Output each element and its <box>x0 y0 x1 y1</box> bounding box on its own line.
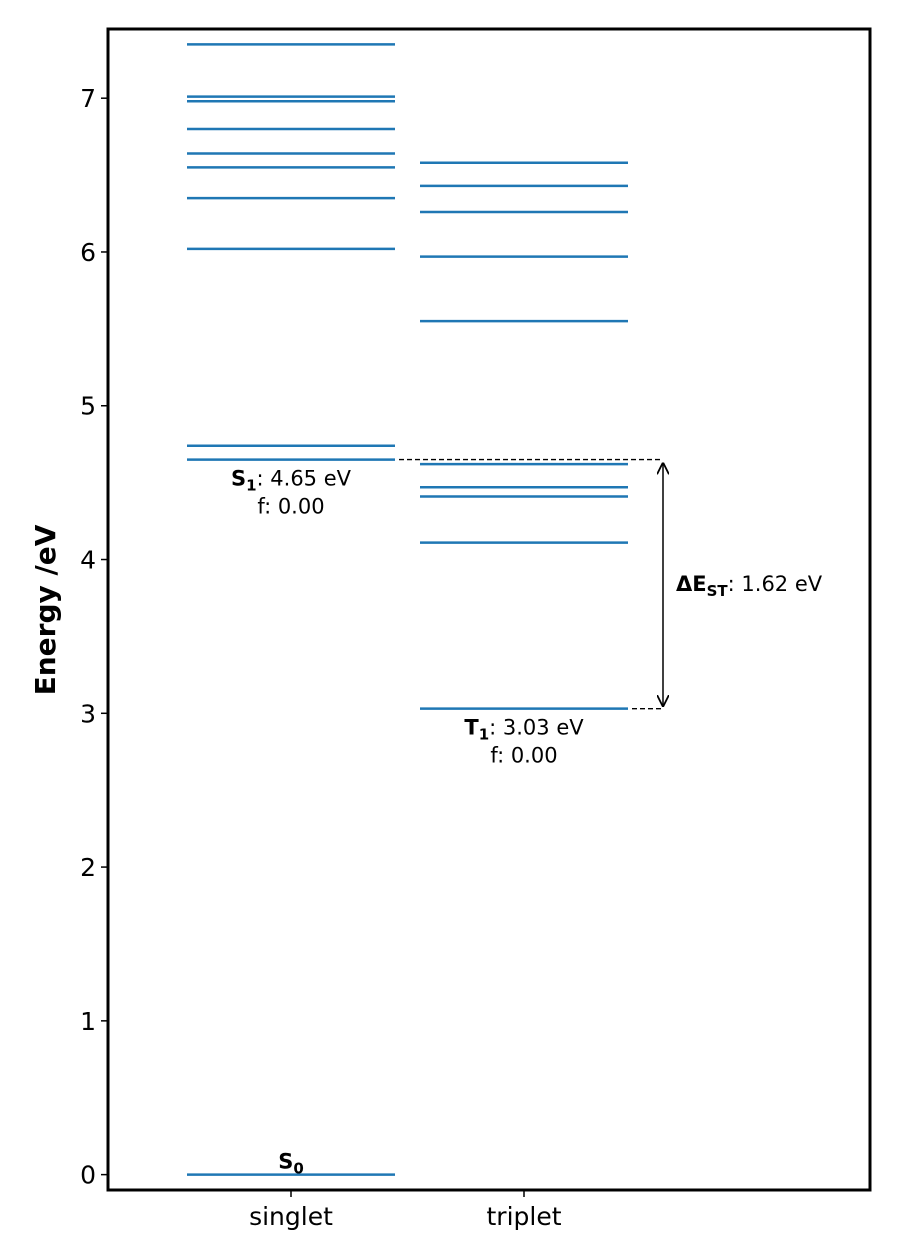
annotation-label: ΔE <box>676 572 707 596</box>
annotation-sub: ST <box>707 582 729 600</box>
y-tick-label: 1 <box>80 1007 96 1036</box>
annotation-note: f: 0.00 <box>257 495 324 519</box>
y-axis-label: Energy /eV <box>29 524 62 695</box>
y-tick-label: 6 <box>80 238 96 267</box>
annotation-sub: 1 <box>246 477 256 495</box>
x-tick-label: triplet <box>486 1202 561 1231</box>
annotation-text: : 1.62 eV <box>728 572 823 596</box>
y-tick-label: 0 <box>80 1161 96 1190</box>
y-tick-label: 4 <box>80 546 96 575</box>
annotation-label: S <box>278 1150 293 1174</box>
annotation: T1: 3.03 eV <box>464 716 584 744</box>
annotation-label: S <box>231 467 246 491</box>
annotation: S1: 4.65 eV <box>231 467 352 495</box>
y-tick-label: 5 <box>80 392 96 421</box>
plot-frame <box>106 27 872 1192</box>
y-tick-label: 3 <box>80 699 96 728</box>
annotation-sub: 1 <box>479 726 489 744</box>
annotation-note: f: 0.00 <box>490 744 557 768</box>
y-tick-label: 7 <box>80 84 96 113</box>
annotation-text: : 3.03 eV <box>489 716 584 740</box>
x-tick-label: singlet <box>249 1202 333 1231</box>
y-tick-label: 2 <box>80 853 96 882</box>
annotation: S0 <box>278 1150 304 1178</box>
annotation-sub: 0 <box>293 1160 303 1178</box>
annotation-label: T <box>464 716 479 740</box>
annotation: ΔEST: 1.62 eV <box>676 572 823 600</box>
annotation-text: : 4.65 eV <box>257 467 352 491</box>
